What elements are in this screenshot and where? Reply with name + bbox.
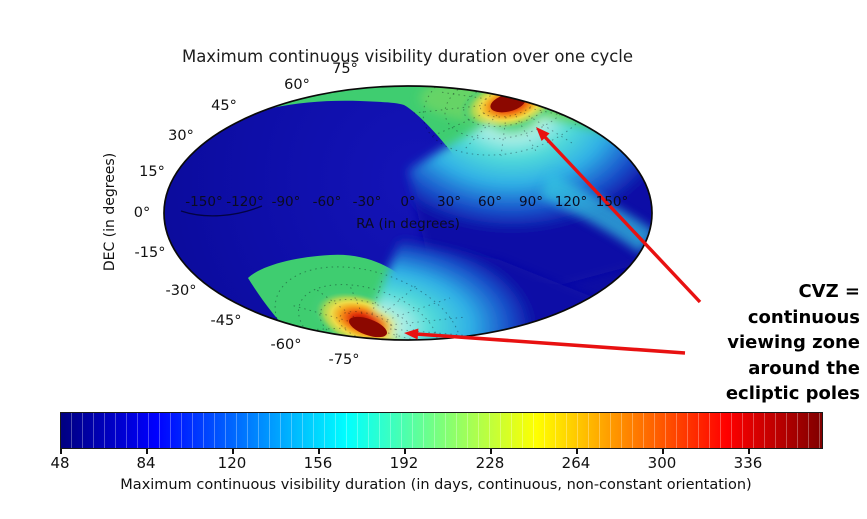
- colorbar-tick-mark: [318, 449, 320, 454]
- dec-tick-label: -75°: [328, 352, 360, 368]
- colorbar-axis-label: Maximum continuous visibility duration (…: [120, 477, 752, 493]
- colorbar-tick-mark: [490, 449, 492, 454]
- colorbar-tick-label: 228: [475, 454, 505, 472]
- dec-tick-label: 0°: [133, 205, 151, 221]
- dec-tick-label: -30°: [165, 283, 197, 299]
- colorbar-tick-mark: [576, 449, 578, 454]
- colorbar-tick-label: 156: [303, 454, 333, 472]
- colorbar-tick-mark: [748, 449, 750, 454]
- ra-tick-label: -60°: [312, 194, 342, 210]
- colorbar-tick-label: 192: [389, 454, 419, 472]
- dec-axis-label: DEC (in degrees): [102, 152, 118, 272]
- ra-axis-label: RA (in degrees): [356, 216, 460, 232]
- ra-tick-label: -90°: [271, 194, 301, 210]
- cvz-arrow-north: [536, 127, 702, 304]
- colorbar-tick-label: 84: [136, 454, 156, 472]
- ra-tick-label: -120°: [226, 194, 264, 210]
- colorbar-tick-label: 120: [217, 454, 247, 472]
- cvz-annotation: CVZ = continuous viewing zone around the ecl…: [726, 279, 860, 407]
- cvz-annotation-line: ecliptic poles: [725, 383, 860, 404]
- dec-tick-label: 75°: [332, 61, 358, 77]
- ra-tick-label: 30°: [437, 194, 461, 210]
- ra-tick-label: -30°: [352, 194, 382, 210]
- map-outline: [163, 85, 653, 341]
- dec-tick-label: 60°: [284, 77, 310, 93]
- colorbar-tick-mark: [60, 449, 62, 454]
- south-cvz-spot: [349, 316, 387, 338]
- cvz-annotation-line: viewing zone: [727, 332, 860, 353]
- colorbar-tick-mark: [232, 449, 234, 454]
- cvz-annotation-line: around the: [748, 357, 860, 379]
- colorbar-tick-label: 48: [50, 454, 70, 472]
- colorbar-tick-label: 300: [647, 454, 677, 472]
- ra-tick-label: 60°: [478, 194, 502, 210]
- cvz-annotation-line: CVZ =: [798, 281, 860, 302]
- dec-tick-label: 30°: [168, 128, 194, 144]
- cvz-arrow-south: [404, 328, 686, 355]
- dec-tick-label: 45°: [211, 98, 237, 114]
- dec-tick-label: 15°: [139, 164, 165, 180]
- colorbar-tick-label: 336: [733, 454, 763, 472]
- ra-tick-label: 150°: [595, 194, 629, 210]
- ra-tick-label: -150°: [185, 194, 223, 210]
- dec-tick-label: -60°: [270, 337, 302, 353]
- colorbar-tick-mark: [404, 449, 406, 454]
- ra-tick-label: 120°: [554, 194, 588, 210]
- colorbar-tick-label: 264: [561, 454, 591, 472]
- plot-title: Maximum continuous visibility duration o…: [181, 47, 634, 66]
- colorbar-tick-mark: [146, 449, 148, 454]
- dec-tick-label: -15°: [134, 245, 166, 261]
- ra-tick-label: 90°: [519, 194, 543, 210]
- cvz-annotation-line: continuous: [747, 306, 860, 328]
- colorbar: [60, 412, 823, 449]
- graticule-rings-south: [274, 266, 473, 340]
- colorbar-tick-mark: [662, 449, 664, 454]
- contour-squiggle: [180, 205, 263, 217]
- ra-tick-label: 0°: [400, 194, 416, 210]
- dec-tick-label: -45°: [210, 313, 242, 329]
